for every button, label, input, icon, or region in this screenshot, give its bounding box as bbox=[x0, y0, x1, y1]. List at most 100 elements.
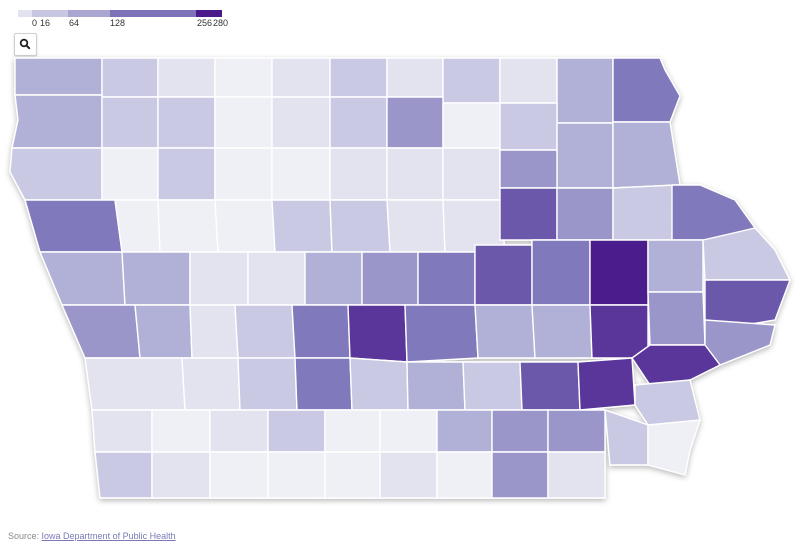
county-region[interactable] bbox=[442, 57, 501, 104]
county-region[interactable] bbox=[474, 304, 536, 359]
county-region[interactable] bbox=[324, 409, 381, 453]
county-region[interactable] bbox=[214, 147, 273, 201]
county-region[interactable] bbox=[499, 57, 558, 104]
county-region[interactable] bbox=[404, 304, 479, 363]
county-region[interactable] bbox=[547, 409, 606, 453]
county-region[interactable] bbox=[151, 451, 211, 499]
county-region[interactable] bbox=[406, 361, 466, 411]
county-region[interactable] bbox=[386, 147, 444, 201]
county-region[interactable] bbox=[61, 304, 141, 359]
county-region[interactable] bbox=[499, 149, 558, 189]
county-region[interactable] bbox=[556, 57, 614, 124]
county-region[interactable] bbox=[519, 361, 581, 411]
county-region[interactable] bbox=[329, 96, 388, 149]
county-region[interactable] bbox=[647, 239, 704, 293]
county-region[interactable] bbox=[347, 304, 408, 363]
county-region[interactable] bbox=[234, 304, 296, 359]
county-region[interactable] bbox=[271, 199, 333, 253]
county-region[interactable] bbox=[491, 409, 549, 453]
county-region[interactable] bbox=[379, 451, 438, 499]
county-region[interactable] bbox=[386, 57, 444, 98]
county-region[interactable] bbox=[101, 96, 159, 149]
county-region[interactable] bbox=[247, 251, 306, 306]
county-region[interactable] bbox=[612, 57, 681, 123]
county-region[interactable] bbox=[556, 122, 614, 189]
county-region[interactable] bbox=[294, 357, 353, 411]
county-region[interactable] bbox=[499, 102, 558, 151]
county-region[interactable] bbox=[329, 199, 391, 253]
county-region[interactable] bbox=[157, 57, 216, 98]
county-region[interactable] bbox=[214, 199, 276, 253]
county-region[interactable] bbox=[134, 304, 193, 359]
county-region[interactable] bbox=[11, 94, 103, 149]
zoom-button[interactable] bbox=[14, 33, 37, 56]
source-link[interactable]: Iowa Department of Public Health bbox=[41, 531, 176, 541]
county-region[interactable] bbox=[324, 451, 381, 499]
county-region[interactable] bbox=[39, 251, 126, 306]
county-region[interactable] bbox=[386, 96, 444, 149]
county-region[interactable] bbox=[612, 121, 681, 189]
county-region[interactable] bbox=[267, 451, 326, 499]
county-region[interactable] bbox=[442, 102, 501, 149]
county-region[interactable] bbox=[702, 227, 791, 281]
county-region[interactable] bbox=[91, 409, 153, 453]
county-region[interactable] bbox=[209, 451, 269, 499]
county-region[interactable] bbox=[84, 357, 186, 411]
county-region[interactable] bbox=[386, 199, 446, 253]
county-region[interactable] bbox=[121, 251, 191, 306]
county-region[interactable] bbox=[9, 147, 103, 201]
county-region[interactable] bbox=[101, 57, 159, 98]
county-region[interactable] bbox=[604, 409, 649, 466]
county-region[interactable] bbox=[612, 184, 676, 241]
county-region[interactable] bbox=[442, 199, 506, 253]
county-region[interactable] bbox=[271, 57, 331, 98]
county-region[interactable] bbox=[237, 357, 298, 411]
county-region[interactable] bbox=[181, 357, 241, 411]
county-region[interactable] bbox=[214, 96, 273, 149]
county-region[interactable] bbox=[417, 251, 476, 306]
county-region[interactable] bbox=[436, 409, 493, 453]
county-region[interactable] bbox=[157, 147, 216, 201]
county-region[interactable] bbox=[589, 304, 649, 359]
county-region[interactable] bbox=[157, 96, 216, 149]
county-region[interactable] bbox=[491, 451, 549, 499]
county-region[interactable] bbox=[151, 409, 211, 453]
county-region[interactable] bbox=[157, 199, 219, 253]
county-region[interactable] bbox=[647, 419, 701, 476]
county-region[interactable] bbox=[189, 304, 239, 359]
county-region[interactable] bbox=[361, 251, 419, 306]
county-region[interactable] bbox=[329, 147, 388, 201]
county-region[interactable] bbox=[462, 361, 523, 411]
county-region[interactable] bbox=[634, 379, 701, 426]
county-region[interactable] bbox=[647, 291, 706, 346]
county-region[interactable] bbox=[577, 357, 636, 411]
county-region[interactable] bbox=[474, 244, 533, 306]
county-region[interactable] bbox=[271, 147, 331, 201]
county-region[interactable] bbox=[499, 187, 558, 241]
county-region[interactable] bbox=[379, 409, 438, 453]
county-region[interactable] bbox=[101, 147, 159, 201]
county-region[interactable] bbox=[209, 409, 269, 453]
county-region[interactable] bbox=[442, 147, 501, 201]
county-region[interactable] bbox=[14, 57, 103, 96]
county-region[interactable] bbox=[271, 96, 331, 149]
county-region[interactable] bbox=[94, 451, 153, 499]
county-region[interactable] bbox=[631, 344, 721, 386]
county-region[interactable] bbox=[291, 304, 351, 359]
county-region[interactable] bbox=[267, 409, 326, 453]
county-region[interactable] bbox=[24, 199, 123, 253]
county-region[interactable] bbox=[704, 319, 776, 366]
county-region[interactable] bbox=[547, 451, 606, 499]
county-region[interactable] bbox=[189, 251, 249, 306]
county-region[interactable] bbox=[304, 251, 363, 306]
county-region[interactable] bbox=[114, 199, 161, 253]
county-region[interactable] bbox=[436, 451, 493, 499]
county-region[interactable] bbox=[349, 357, 409, 411]
county-region[interactable] bbox=[589, 239, 649, 306]
county-region[interactable] bbox=[531, 239, 591, 306]
county-region[interactable] bbox=[329, 57, 388, 98]
county-region[interactable] bbox=[531, 304, 593, 359]
county-region[interactable] bbox=[214, 57, 273, 98]
county-region[interactable] bbox=[704, 279, 791, 326]
county-region[interactable] bbox=[556, 187, 614, 241]
